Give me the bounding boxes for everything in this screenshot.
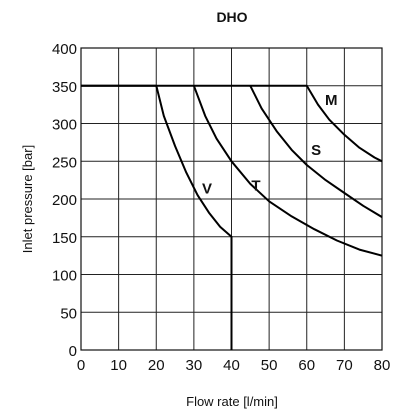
x-tick-label: 40 — [223, 357, 240, 374]
y-tick-label: 150 — [52, 230, 77, 247]
x-tick-label: 50 — [261, 357, 278, 374]
x-tick-label: 80 — [374, 357, 391, 374]
chart-title: DHO — [216, 9, 247, 25]
curve-t — [192, 85, 383, 257]
curve-label-m: M — [325, 92, 338, 109]
y-tick-label: 200 — [52, 192, 77, 209]
curve-label-s: S — [311, 142, 321, 159]
y-tick-label: 250 — [52, 154, 77, 171]
curve-label-t: T — [251, 177, 260, 194]
curve-m — [81, 84, 383, 163]
x-tick-label: 0 — [77, 357, 85, 374]
x-tick-label: 70 — [336, 357, 353, 374]
x-tick-label: 60 — [298, 357, 315, 374]
x-axis-label: Flow rate [l/min] — [186, 394, 278, 409]
curve-v — [81, 84, 233, 350]
y-tick-label: 300 — [52, 117, 77, 134]
y-tick-label: 100 — [52, 268, 77, 285]
curve-s — [249, 85, 383, 218]
x-tick-label: 10 — [110, 357, 127, 374]
y-tick-label: 350 — [52, 79, 77, 96]
y-tick-label: 0 — [69, 343, 77, 360]
y-tick-labels: 0 50 100 150 200 250 300 350 400 — [52, 41, 77, 360]
y-tick-label: 400 — [52, 41, 77, 58]
curve-label-v: V — [202, 180, 212, 197]
y-axis-label: Inlet pressure [bar] — [20, 145, 35, 253]
x-tick-label: 30 — [186, 357, 203, 374]
y-tick-label: 50 — [60, 305, 77, 322]
x-tick-labels: 0 10 20 30 40 50 60 70 80 — [77, 357, 391, 374]
curves — [81, 84, 383, 350]
curve-labels: V T S M — [202, 92, 337, 197]
x-tick-label: 20 — [148, 357, 165, 374]
